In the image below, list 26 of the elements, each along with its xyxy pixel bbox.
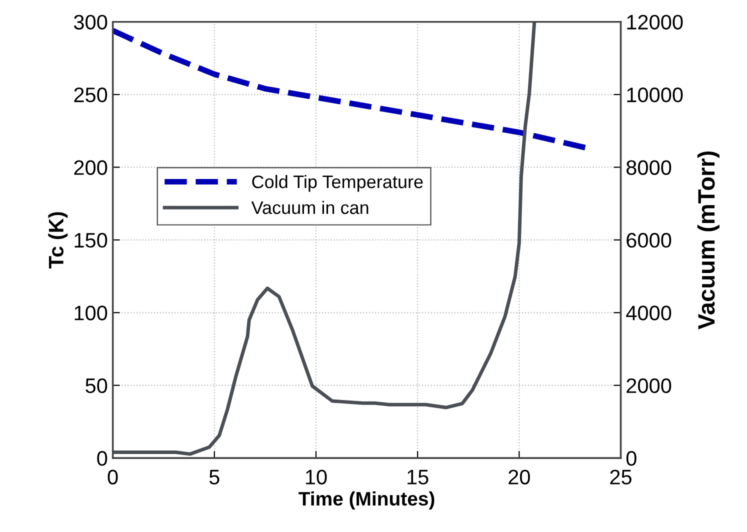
line-series <box>112 22 536 456</box>
x-tick-label: 20 <box>508 470 530 484</box>
x-tick-label: 0 <box>108 470 118 484</box>
y-axis-title: Tc (K) <box>48 212 68 268</box>
y2-tick-label: 6000 <box>626 232 672 248</box>
y2-tick-label: 10000 <box>627 88 683 102</box>
y2-axis-title: Vacuum (mTorr) <box>697 151 720 330</box>
y-tick-label: 250 <box>74 88 108 102</box>
y2-tick-label: 4000 <box>626 306 672 320</box>
y-tick-label: 100 <box>74 306 108 320</box>
y-tick-label: 50 <box>86 378 108 394</box>
y-tick-label: 150 <box>74 232 108 248</box>
x-tick-label: 10 <box>306 470 327 484</box>
y2-tick-label: 0 <box>626 451 636 466</box>
legend-label: Cold Tip Temperature <box>252 174 423 192</box>
legend-label: Vacuum in can <box>251 200 368 214</box>
y-tick-label: 300 <box>74 14 108 30</box>
x-tick-label: 5 <box>209 470 220 484</box>
x-axis-title: Time (Minutes) <box>298 491 434 510</box>
y-tick-label: 0 <box>97 451 108 466</box>
x-tick-label: 15 <box>408 470 428 484</box>
y2-tick-label: 8000 <box>626 160 672 175</box>
x-tick-label: 25 <box>610 470 632 484</box>
y-tick-label: 200 <box>74 160 108 175</box>
y2-tick-label: 12000 <box>627 14 683 30</box>
y2-tick-label: 2000 <box>626 378 672 394</box>
